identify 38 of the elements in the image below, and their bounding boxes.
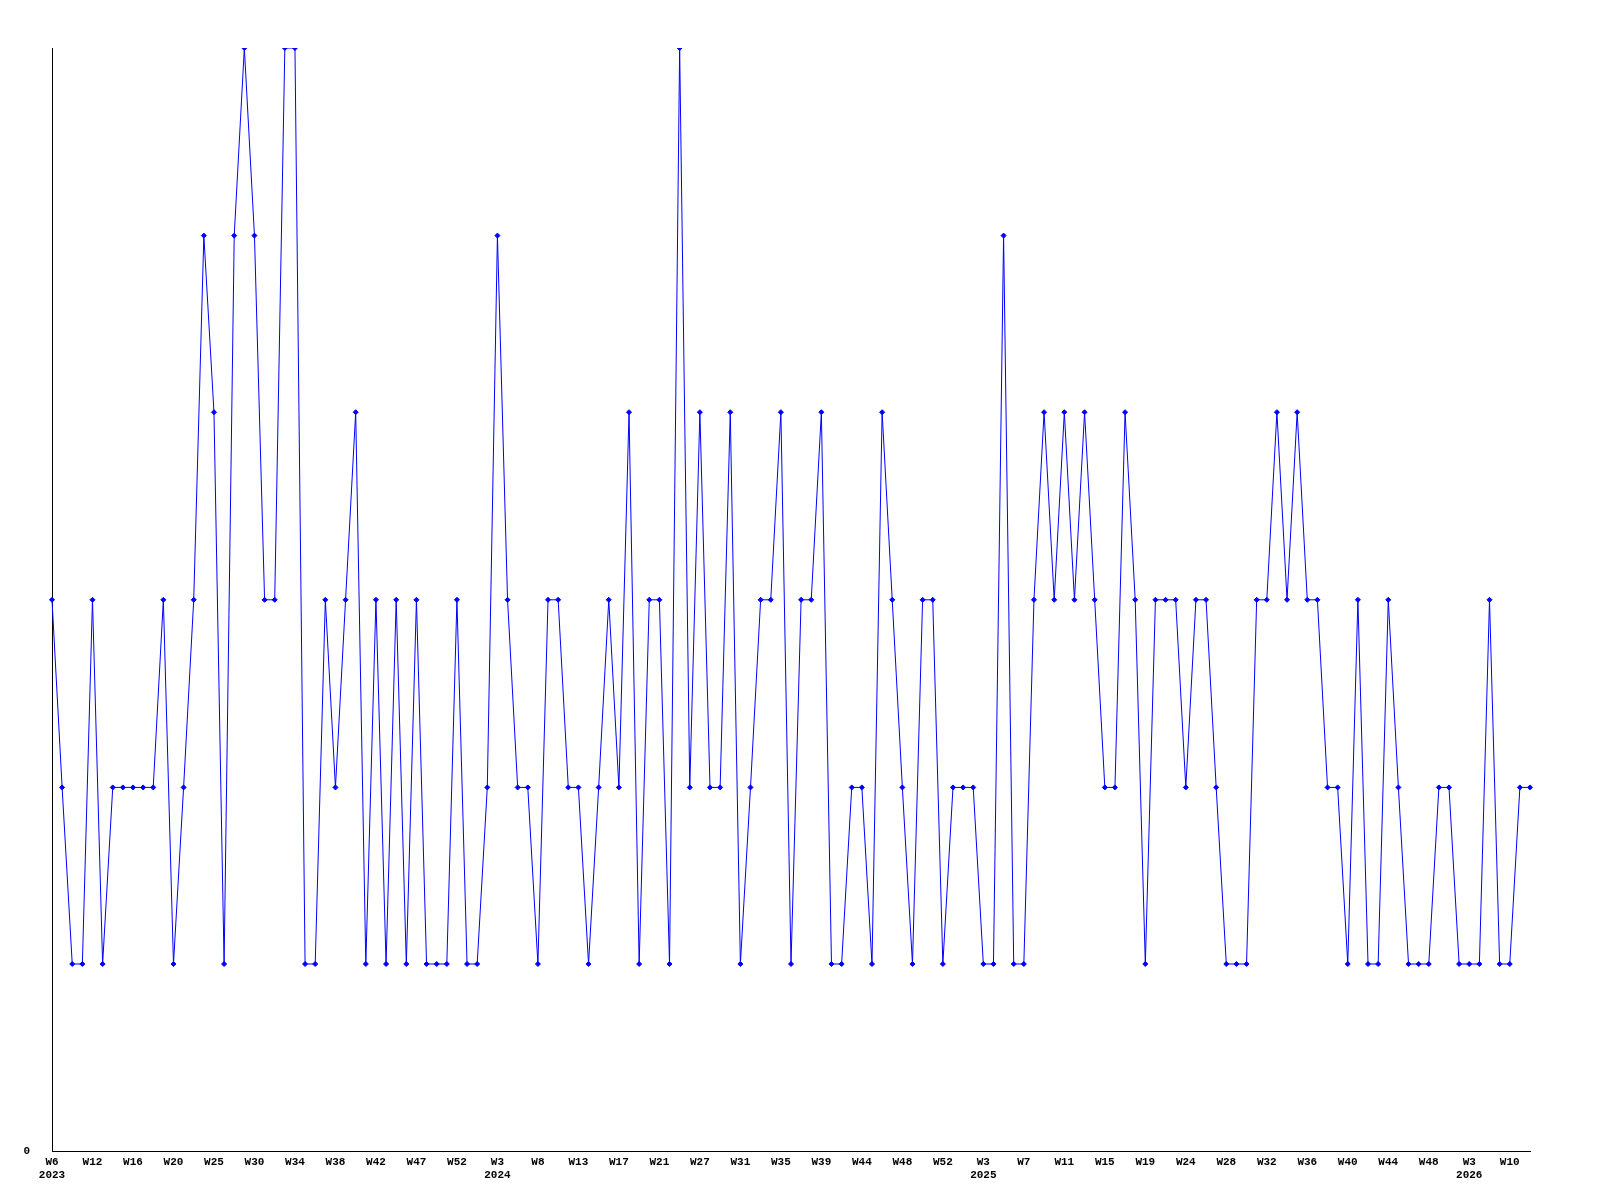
- x-tick-label: W11: [1054, 1155, 1075, 1168]
- x-tick-label: W36: [1297, 1155, 1318, 1168]
- x-tick-label: W47: [406, 1155, 427, 1168]
- text: 0: [23, 1145, 30, 1158]
- x-tick-label: W3 2025: [970, 1155, 997, 1182]
- x-tick-label: W44: [851, 1155, 873, 1168]
- x-tick-label: W35: [770, 1155, 792, 1168]
- x-tick-label: W20: [163, 1155, 184, 1168]
- x-tick-label: W25: [204, 1155, 225, 1168]
- x-tick-label: W52: [932, 1155, 953, 1168]
- x-tick-label: W3 2026: [1456, 1155, 1483, 1182]
- x-tick-label: W13: [568, 1155, 589, 1168]
- x-tick-label: W28: [1216, 1155, 1237, 1168]
- x-tick-label: W17: [609, 1155, 629, 1168]
- x-tick-label: W21: [649, 1155, 670, 1168]
- x-tick-label: W38: [325, 1155, 346, 1168]
- x-tick-label: W30: [244, 1155, 265, 1168]
- x-tick-label: W12: [82, 1155, 103, 1168]
- x-tick-label: W44: [1378, 1155, 1399, 1168]
- x-tick-label: W48: [1418, 1155, 1440, 1168]
- x-tick-label: W8: [531, 1155, 545, 1168]
- x-tick-label: W39: [811, 1155, 832, 1168]
- x-tick-label: W52: [447, 1155, 467, 1168]
- x-tick-label: W42: [366, 1155, 386, 1168]
- x-tick-label: W6 2023: [38, 1155, 66, 1182]
- x-tick-label: W34: [285, 1155, 306, 1168]
- x-tick-label: W31: [730, 1155, 751, 1168]
- x-tick-label: W24: [1175, 1155, 1197, 1168]
- x-tick-label: W27: [689, 1155, 710, 1168]
- x-tick-label: W3 2024: [484, 1155, 512, 1182]
- x-tick-label: W40: [1337, 1155, 1358, 1168]
- x-tick-label: W19: [1135, 1155, 1156, 1168]
- x-tick-label: W16: [123, 1155, 143, 1168]
- x-tick-label: W7: [1017, 1155, 1031, 1168]
- x-tick-label: W15: [1094, 1155, 1116, 1168]
- x-tick-label: W32: [1256, 1155, 1277, 1168]
- x-tick-label: W10: [1499, 1155, 1520, 1168]
- x-tick-label: W48: [892, 1155, 913, 1168]
